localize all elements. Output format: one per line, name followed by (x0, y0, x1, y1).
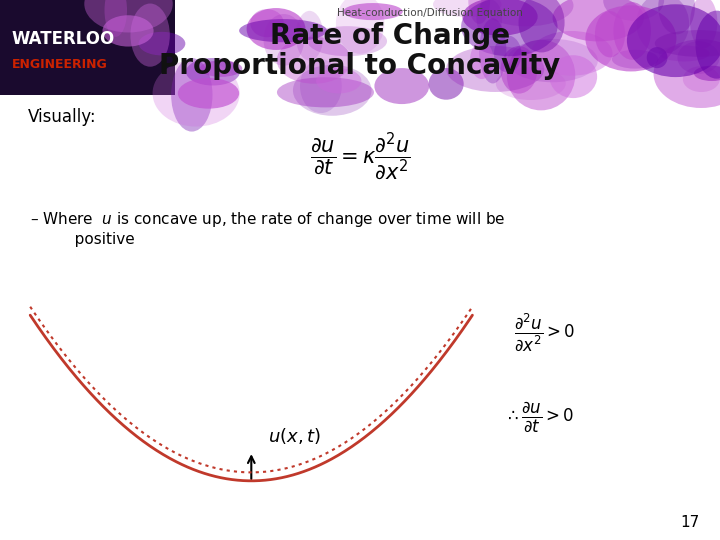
Ellipse shape (153, 60, 240, 126)
Text: Heat-conduction/Diffusion Equation: Heat-conduction/Diffusion Equation (337, 8, 523, 18)
Ellipse shape (603, 0, 664, 21)
Ellipse shape (316, 68, 361, 93)
Ellipse shape (171, 58, 212, 132)
Ellipse shape (468, 0, 490, 24)
Ellipse shape (696, 11, 720, 79)
Ellipse shape (446, 46, 544, 92)
Ellipse shape (239, 19, 327, 42)
Ellipse shape (374, 68, 429, 104)
Ellipse shape (658, 0, 695, 35)
Text: ENGINEERING: ENGINEERING (12, 58, 108, 71)
Ellipse shape (678, 41, 719, 74)
Ellipse shape (102, 15, 153, 46)
Ellipse shape (549, 55, 597, 98)
Text: $\dfrac{\partial^2 u}{\partial x^2} > 0$: $\dfrac{\partial^2 u}{\partial x^2} > 0$ (514, 312, 575, 353)
Ellipse shape (694, 66, 720, 81)
Ellipse shape (496, 68, 566, 100)
Text: 17: 17 (680, 515, 700, 530)
Ellipse shape (518, 0, 564, 52)
Ellipse shape (612, 50, 658, 69)
Ellipse shape (343, 3, 402, 20)
Text: WATERLOO: WATERLOO (12, 30, 115, 48)
Ellipse shape (595, 11, 625, 57)
Text: Rate of Change: Rate of Change (270, 22, 510, 50)
Ellipse shape (247, 8, 305, 50)
Ellipse shape (552, 0, 644, 42)
Ellipse shape (480, 0, 573, 26)
Ellipse shape (296, 11, 323, 60)
Text: $\dfrac{\partial u}{\partial t} = \kappa\dfrac{\partial^2 u}{\partial x^2}$: $\dfrac{\partial u}{\partial t} = \kappa… (310, 130, 410, 181)
Ellipse shape (277, 77, 374, 107)
Ellipse shape (178, 78, 239, 109)
Ellipse shape (494, 36, 521, 72)
Ellipse shape (683, 66, 720, 92)
Ellipse shape (585, 5, 676, 71)
Ellipse shape (690, 0, 717, 48)
Bar (175, 0, 720, 95)
Ellipse shape (84, 0, 173, 32)
Ellipse shape (264, 14, 304, 66)
Ellipse shape (636, 0, 689, 54)
Ellipse shape (307, 26, 387, 56)
Ellipse shape (428, 68, 464, 100)
Ellipse shape (647, 47, 667, 68)
Ellipse shape (462, 0, 538, 36)
Ellipse shape (531, 31, 613, 76)
Ellipse shape (293, 65, 372, 116)
Bar (0, 0, 175, 95)
Ellipse shape (627, 4, 720, 77)
Ellipse shape (276, 37, 351, 84)
Text: Proportional to Concavity: Proportional to Concavity (159, 52, 561, 80)
Ellipse shape (186, 58, 240, 85)
Text: positive: positive (60, 232, 135, 247)
Ellipse shape (104, 0, 127, 37)
Text: Visually:: Visually: (28, 108, 96, 126)
Text: – Where  $u$ is concave up, the rate of change over time will be: – Where $u$ is concave up, the rate of c… (30, 210, 505, 229)
Ellipse shape (139, 32, 185, 56)
Ellipse shape (433, 0, 502, 17)
Ellipse shape (613, 2, 651, 60)
Ellipse shape (659, 45, 710, 62)
Ellipse shape (200, 60, 243, 77)
Ellipse shape (480, 18, 506, 84)
Ellipse shape (336, 0, 384, 54)
Ellipse shape (654, 30, 720, 57)
Text: $\therefore \dfrac{\partial u}{\partial t} > 0$: $\therefore \dfrac{\partial u}{\partial … (504, 400, 574, 434)
Ellipse shape (507, 39, 598, 82)
Ellipse shape (500, 46, 537, 93)
Ellipse shape (130, 4, 170, 67)
Ellipse shape (461, 0, 557, 56)
Ellipse shape (470, 42, 494, 79)
Ellipse shape (477, 0, 502, 38)
Ellipse shape (300, 59, 342, 113)
Text: $u(x, t)$: $u(x, t)$ (269, 426, 321, 446)
Ellipse shape (251, 9, 284, 37)
Ellipse shape (507, 40, 575, 110)
Ellipse shape (654, 39, 720, 108)
